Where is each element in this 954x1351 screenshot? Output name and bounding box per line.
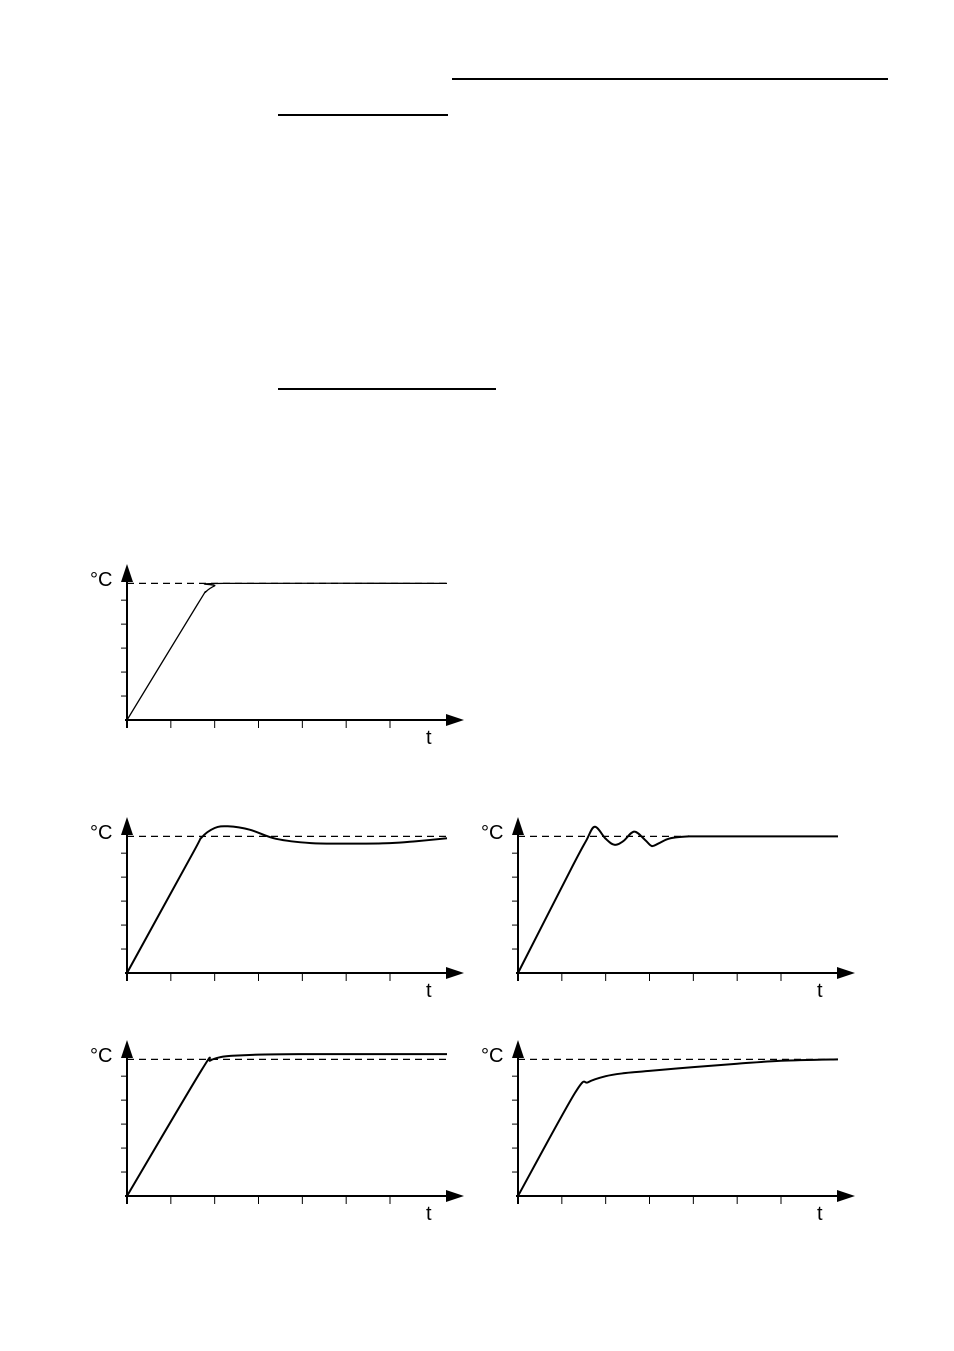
y-axis-arrow-icon — [121, 817, 133, 835]
chart-3: °C t — [481, 817, 855, 1002]
y-axis-label: °C — [481, 822, 503, 844]
x-axis-label: t — [817, 980, 823, 1002]
x-axis-arrow-icon — [837, 1190, 855, 1202]
y-axis-label: °C — [90, 569, 112, 591]
y-axis-arrow-icon — [512, 1040, 524, 1058]
chart-2: °C t — [90, 817, 464, 1002]
series-line-1 — [126, 1053, 447, 1197]
chart-5: °C t — [481, 1040, 855, 1225]
chart-4: °C t — [90, 1040, 464, 1225]
series-line-1 — [517, 825, 838, 974]
x-axis-arrow-icon — [446, 967, 464, 979]
x-axis-arrow-icon — [837, 967, 855, 979]
y-axis-arrow-icon — [512, 817, 524, 835]
y-axis-label: °C — [481, 1045, 503, 1067]
series-line-1 — [126, 825, 448, 974]
subheading-rule-1 — [278, 114, 448, 116]
x-axis-label: t — [817, 1203, 823, 1225]
y-axis-arrow-icon — [121, 1040, 133, 1058]
y-axis-label: °C — [90, 822, 112, 844]
x-axis-label: t — [426, 980, 432, 1002]
y-axis-arrow-icon — [121, 564, 133, 582]
chart-1: °C t — [90, 564, 464, 749]
series-line-1 — [517, 1058, 839, 1197]
series-line-1 — [126, 582, 448, 721]
y-axis-label: °C — [90, 1045, 112, 1067]
subheading-rule-2 — [278, 388, 496, 390]
x-axis-label: t — [426, 1203, 432, 1225]
x-axis-label: t — [426, 727, 432, 749]
x-axis-arrow-icon — [446, 714, 464, 726]
header-rule — [452, 78, 888, 80]
x-axis-arrow-icon — [446, 1190, 464, 1202]
